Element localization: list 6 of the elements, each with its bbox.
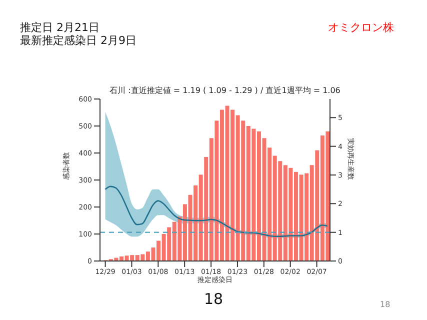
text: 18: [380, 300, 390, 309]
chart-title: 石川 :直近推定値 = 1.19 ( 1.09 - 1.29 ) / 直近1週平均 = 1.06: [108, 85, 342, 96]
text: 18: [204, 290, 224, 308]
text: 推定日 2月21日: [20, 20, 100, 34]
text: オミクロン株: [328, 20, 394, 35]
text: 最新推定感染日 2月9日: [20, 33, 136, 48]
